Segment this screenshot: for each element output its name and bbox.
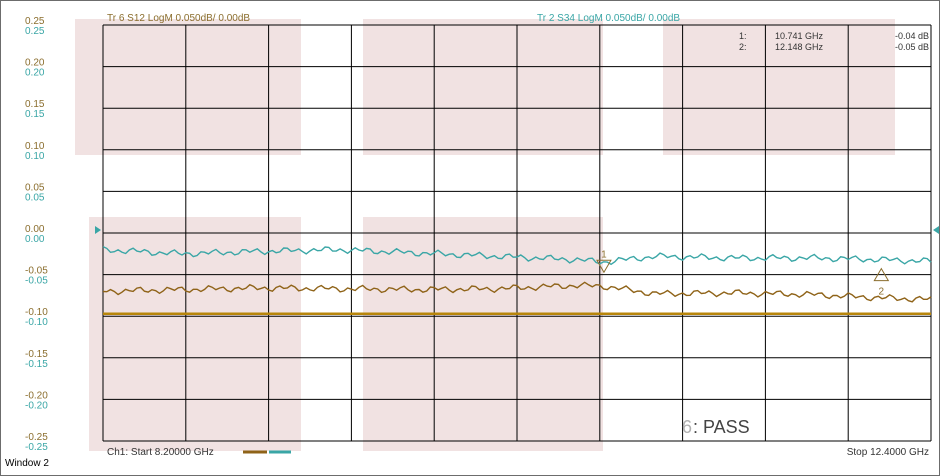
shade-region-3 xyxy=(663,19,895,155)
y-tick-label-secondary: 0.20 xyxy=(25,68,45,79)
shade-region-5 xyxy=(363,217,603,451)
y-tick-label: 0.15 xyxy=(25,99,45,110)
trace-title-tr6: Tr 6 S12 LogM 0.050dB/ 0.00dB xyxy=(107,13,250,24)
window-label: Window 2 xyxy=(5,458,49,469)
series-line-1 xyxy=(102,245,932,266)
y-tick-label-secondary: -0.05 xyxy=(25,276,48,287)
y-tick-label-secondary: -0.20 xyxy=(25,400,48,411)
y-tick-label: 0.05 xyxy=(25,182,45,193)
series-line-2 xyxy=(102,281,932,303)
y-tick-label-secondary: 0.15 xyxy=(25,109,45,120)
y-tick-label-secondary: 0.00 xyxy=(25,234,45,245)
y-tick-label-secondary: -0.25 xyxy=(25,442,48,453)
marker-label-2: 2 xyxy=(879,287,885,298)
y-tick-label: 0.10 xyxy=(25,141,45,152)
pass-number: 6 xyxy=(682,417,692,437)
footer-start: Ch1: Start 8.20000 GHz xyxy=(107,447,214,458)
marker-frequency: 10.741 GHz xyxy=(775,31,824,41)
marker-index: 1: xyxy=(739,31,747,41)
y-tick-label: -0.25 xyxy=(25,432,48,443)
marker-value: -0.04 dB xyxy=(895,31,929,41)
y-tick-label: -0.20 xyxy=(25,390,48,401)
y-tick-label-secondary: 0.05 xyxy=(25,192,45,203)
y-tick-label-secondary: 0.10 xyxy=(25,151,45,162)
footer-stop: Stop 12.4000 GHz xyxy=(847,447,929,458)
y-tick-label: -0.05 xyxy=(25,266,48,277)
shade-region-2 xyxy=(363,19,603,155)
y-tick-label: -0.10 xyxy=(25,307,48,318)
marker-label-1: 1 xyxy=(601,249,607,260)
marker-index: 2: xyxy=(739,42,747,52)
reference-marker-left xyxy=(95,226,101,234)
y-tick-label-secondary: -0.10 xyxy=(25,317,48,328)
y-tick-label: 0.25 xyxy=(25,16,45,27)
y-tick-label: -0.15 xyxy=(25,349,48,360)
y-tick-label: 0.20 xyxy=(25,58,45,69)
reference-marker-right xyxy=(933,226,939,234)
marker-value: -0.05 dB xyxy=(895,42,929,52)
marker-triangle-2 xyxy=(873,267,890,282)
marker-frequency: 12.148 GHz xyxy=(775,42,824,52)
y-tick-label-secondary: 0.25 xyxy=(25,26,45,37)
marker-triangle-1 xyxy=(596,259,612,274)
y-tick-label: 0.00 xyxy=(25,224,45,235)
pass-status: : PASS xyxy=(693,417,750,437)
shade-region-1 xyxy=(75,19,301,155)
y-tick-label-secondary: -0.15 xyxy=(25,359,48,370)
trace-title-tr2: Tr 2 S34 LogM 0.050dB/ 0.00dB xyxy=(537,13,680,24)
